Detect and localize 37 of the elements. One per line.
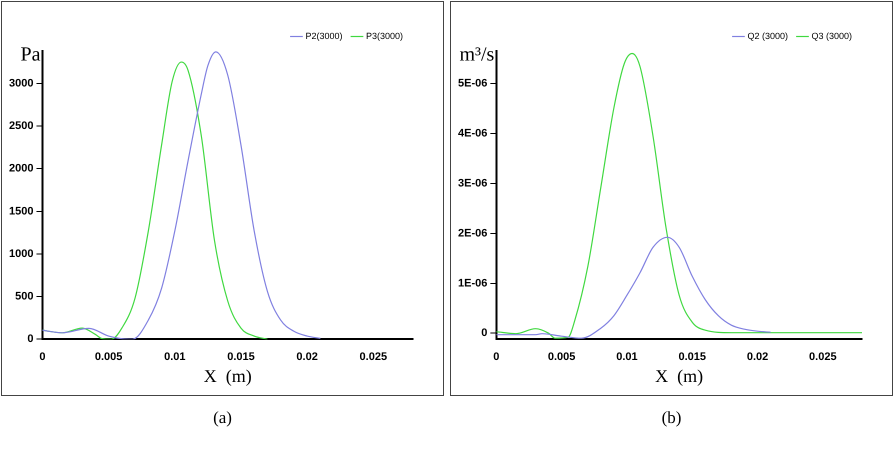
y-axis-title: m³/s bbox=[459, 43, 495, 66]
x-tick-label: 0.025 bbox=[360, 350, 388, 363]
x-tick-label: 0.005 bbox=[548, 350, 576, 363]
x-tick-label: 0.01 bbox=[616, 350, 638, 363]
y-tick-label: 0 bbox=[481, 327, 488, 340]
y-tick-label: 2000 bbox=[8, 162, 34, 175]
y-tick-label: 2E-06 bbox=[458, 227, 488, 240]
y-tick-label: 3E-06 bbox=[458, 177, 488, 190]
y-tick-label: 4E-06 bbox=[458, 127, 488, 140]
y-axis-title: Pa bbox=[20, 43, 41, 66]
x-tick-label: 0.025 bbox=[809, 350, 837, 363]
y-tick-label: 500 bbox=[15, 290, 34, 303]
y-tick-label: 1000 bbox=[8, 248, 34, 260]
x-tick-label: 0 bbox=[39, 350, 46, 363]
y-tick-label: 5E-06 bbox=[458, 77, 488, 90]
legend-label: Q2 (3000) bbox=[747, 30, 788, 41]
y-tick-label: 1500 bbox=[8, 205, 34, 218]
line-series bbox=[496, 236, 772, 339]
y-tick-label: 2500 bbox=[8, 120, 34, 132]
x-tick-label: 0.02 bbox=[746, 350, 768, 363]
text: (a) bbox=[213, 408, 232, 428]
legend-label: P2(3000) bbox=[305, 30, 342, 41]
legend-label: P3(3000) bbox=[366, 30, 404, 41]
y-tick-label: 0 bbox=[27, 333, 34, 346]
x-tick-label: 0 bbox=[493, 350, 500, 363]
x-axis-title: X (m) bbox=[655, 366, 704, 386]
y-tick-label: 1E-06 bbox=[458, 277, 488, 290]
x-tick-label: 0.01 bbox=[164, 350, 186, 363]
y-tick-label: 3000 bbox=[8, 77, 34, 90]
legend-label: Q3 (3000) bbox=[811, 30, 852, 41]
text: (b) bbox=[662, 408, 682, 428]
x-tick-label: 0.02 bbox=[296, 350, 318, 363]
x-tick-label: 0.015 bbox=[227, 350, 255, 363]
line-series bbox=[496, 52, 862, 339]
x-tick-label: 0.015 bbox=[678, 350, 706, 363]
x-axis-title: X (m) bbox=[204, 366, 252, 386]
x-tick-label: 0.005 bbox=[94, 350, 122, 363]
